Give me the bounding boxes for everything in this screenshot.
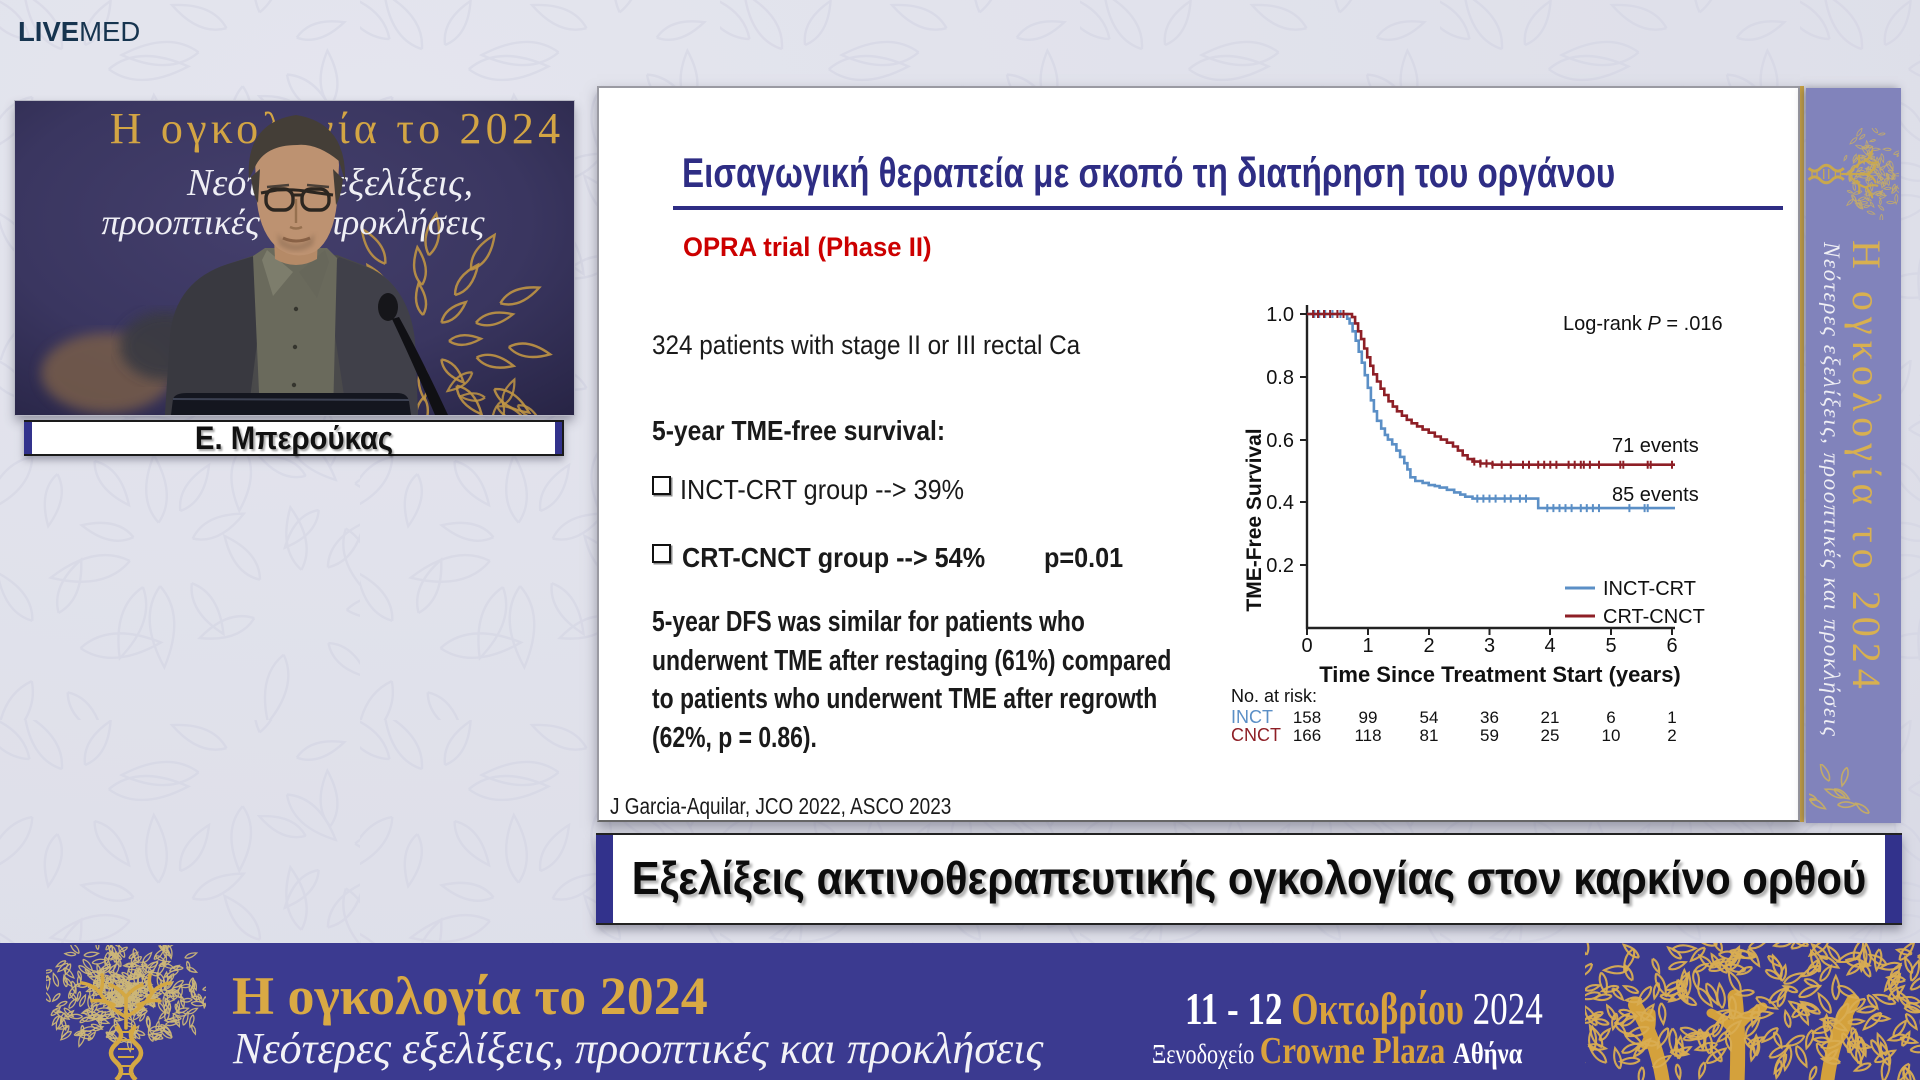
svg-text:INCT: INCT xyxy=(1231,707,1273,727)
svg-text:59: 59 xyxy=(1480,726,1499,745)
svg-text:4: 4 xyxy=(1544,635,1555,657)
svg-text:6: 6 xyxy=(1606,708,1615,727)
svg-text:1.0: 1.0 xyxy=(1266,304,1294,326)
svg-text:81: 81 xyxy=(1420,726,1439,745)
svg-text:3: 3 xyxy=(1484,635,1495,657)
svg-text:118: 118 xyxy=(1354,726,1381,745)
svg-text:1: 1 xyxy=(1667,708,1676,727)
svg-text:166: 166 xyxy=(1293,726,1321,745)
svg-text:0.8: 0.8 xyxy=(1266,367,1294,389)
svg-text:99: 99 xyxy=(1359,708,1378,727)
svg-text:CRT-CNCT: CRT-CNCT xyxy=(1603,606,1705,628)
svg-text:0.2: 0.2 xyxy=(1266,555,1294,577)
svg-text:6: 6 xyxy=(1666,635,1677,657)
svg-text:2: 2 xyxy=(1423,635,1434,657)
svg-text:0.4: 0.4 xyxy=(1266,492,1294,514)
svg-text:0: 0 xyxy=(1301,635,1312,657)
svg-text:54: 54 xyxy=(1420,708,1439,727)
svg-text:2: 2 xyxy=(1667,726,1676,745)
svg-text:No. at risk:: No. at risk: xyxy=(1231,686,1317,706)
svg-text:0.6: 0.6 xyxy=(1266,430,1294,452)
svg-text:1: 1 xyxy=(1362,635,1373,657)
svg-text:Log-rank P = .016: Log-rank P = .016 xyxy=(1563,313,1723,335)
svg-text:TME-Free Survival: TME-Free Survival xyxy=(1243,428,1266,611)
svg-text:21: 21 xyxy=(1541,708,1560,727)
svg-text:Time Since Treatment Start (ye: Time Since Treatment Start (years) xyxy=(1319,662,1681,687)
svg-text:CNCT: CNCT xyxy=(1231,725,1281,745)
svg-text:INCT-CRT: INCT-CRT xyxy=(1603,578,1696,600)
svg-text:25: 25 xyxy=(1541,726,1560,745)
svg-text:158: 158 xyxy=(1293,708,1321,727)
svg-text:36: 36 xyxy=(1480,708,1499,727)
svg-text:10: 10 xyxy=(1602,726,1621,745)
svg-text:5: 5 xyxy=(1605,635,1616,657)
svg-text:71 events: 71 events xyxy=(1612,435,1699,457)
svg-text:85 events: 85 events xyxy=(1612,484,1699,506)
